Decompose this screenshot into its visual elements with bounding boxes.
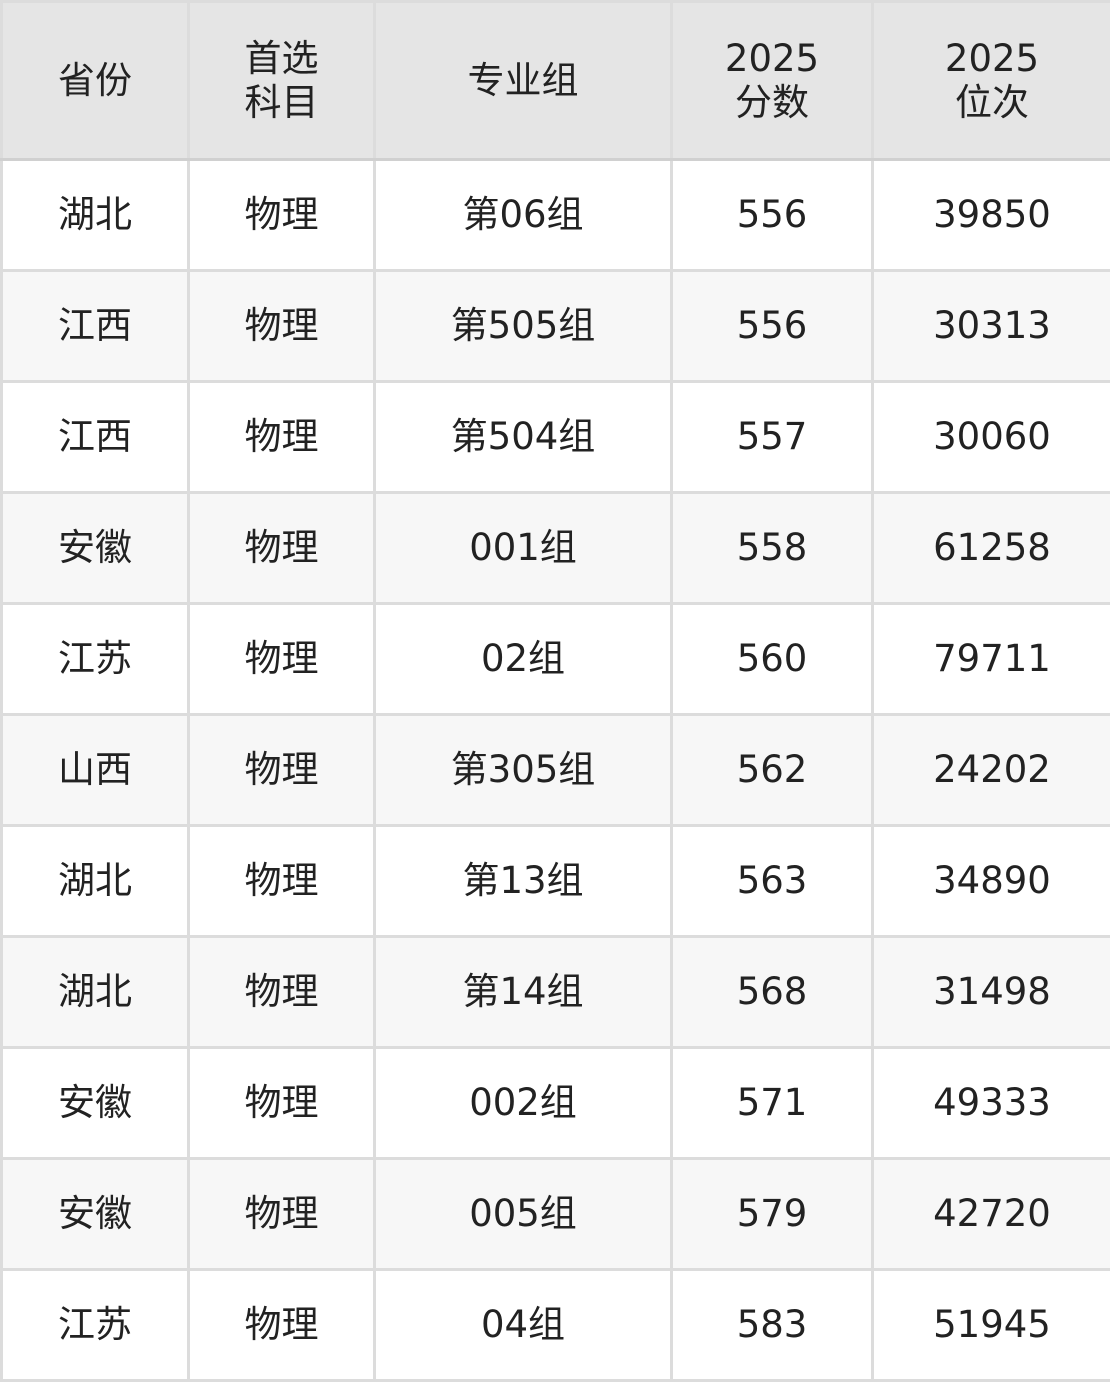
cell-province: 江苏 (0, 602, 190, 716)
cell-score: 560 (670, 602, 874, 716)
header-rank: 2025 位次 (871, 0, 1110, 161)
cell-subject: 物理 (187, 935, 376, 1049)
cell-score: 556 (670, 269, 874, 383)
cell-major-group: 04组 (373, 1268, 673, 1382)
cell-subject: 物理 (187, 713, 376, 827)
table-row: 江苏 物理 04组 583 51945 (0, 1268, 1110, 1382)
cell-major-group: 第06组 (373, 158, 673, 272)
cell-major-group: 第504组 (373, 380, 673, 494)
cell-major-group: 001组 (373, 491, 673, 605)
table-row: 湖北 物理 第14组 568 31498 (0, 935, 1110, 1049)
cell-score: 556 (670, 158, 874, 272)
cell-subject: 物理 (187, 491, 376, 605)
header-score: 2025 分数 (670, 0, 874, 161)
cell-province: 江西 (0, 269, 190, 383)
cell-major-group: 002组 (373, 1046, 673, 1160)
table-row: 山西 物理 第305组 562 24202 (0, 713, 1110, 827)
header-province: 省份 (0, 0, 190, 161)
table-row: 安徽 物理 002组 571 49333 (0, 1046, 1110, 1160)
cell-subject: 物理 (187, 824, 376, 938)
cell-rank: 30060 (871, 380, 1110, 494)
cell-province: 湖北 (0, 824, 190, 938)
table-row: 江苏 物理 02组 560 79711 (0, 602, 1110, 716)
cell-province: 湖北 (0, 158, 190, 272)
table-row: 安徽 物理 005组 579 42720 (0, 1157, 1110, 1271)
cell-major-group: 02组 (373, 602, 673, 716)
cell-rank: 34890 (871, 824, 1110, 938)
cell-rank: 79711 (871, 602, 1110, 716)
cell-subject: 物理 (187, 1157, 376, 1271)
cell-score: 583 (670, 1268, 874, 1382)
cell-rank: 61258 (871, 491, 1110, 605)
cell-score: 579 (670, 1157, 874, 1271)
cell-province: 安徽 (0, 491, 190, 605)
cell-subject: 物理 (187, 380, 376, 494)
cell-score: 563 (670, 824, 874, 938)
header-major-group: 专业组 (373, 0, 673, 161)
cell-score: 558 (670, 491, 874, 605)
cell-rank: 49333 (871, 1046, 1110, 1160)
cell-province: 安徽 (0, 1157, 190, 1271)
cell-rank: 42720 (871, 1157, 1110, 1271)
cell-major-group: 第13组 (373, 824, 673, 938)
cell-rank: 30313 (871, 269, 1110, 383)
cell-rank: 24202 (871, 713, 1110, 827)
cell-major-group: 第505组 (373, 269, 673, 383)
cell-major-group: 005组 (373, 1157, 673, 1271)
cell-score: 562 (670, 713, 874, 827)
cell-province: 安徽 (0, 1046, 190, 1160)
cell-subject: 物理 (187, 269, 376, 383)
cell-province: 江苏 (0, 1268, 190, 1382)
cell-score: 568 (670, 935, 874, 1049)
table-row: 江西 物理 第505组 556 30313 (0, 269, 1110, 383)
table-row: 湖北 物理 第13组 563 34890 (0, 824, 1110, 938)
table-row: 安徽 物理 001组 558 61258 (0, 491, 1110, 605)
cell-subject: 物理 (187, 602, 376, 716)
cell-rank: 51945 (871, 1268, 1110, 1382)
cell-major-group: 第14组 (373, 935, 673, 1049)
cell-major-group: 第305组 (373, 713, 673, 827)
cell-rank: 39850 (871, 158, 1110, 272)
cell-subject: 物理 (187, 1268, 376, 1382)
table-row: 江西 物理 第504组 557 30060 (0, 380, 1110, 494)
header-row: 省份 首选 科目 专业组 2025 分数 2025 位次 (0, 0, 1110, 161)
cell-rank: 31498 (871, 935, 1110, 1049)
cell-province: 江西 (0, 380, 190, 494)
table-row: 湖北 物理 第06组 556 39850 (0, 158, 1110, 272)
cell-subject: 物理 (187, 158, 376, 272)
cell-province: 山西 (0, 713, 190, 827)
cell-subject: 物理 (187, 1046, 376, 1160)
cell-province: 湖北 (0, 935, 190, 1049)
cell-score: 571 (670, 1046, 874, 1160)
cell-score: 557 (670, 380, 874, 494)
header-subject: 首选 科目 (187, 0, 376, 161)
